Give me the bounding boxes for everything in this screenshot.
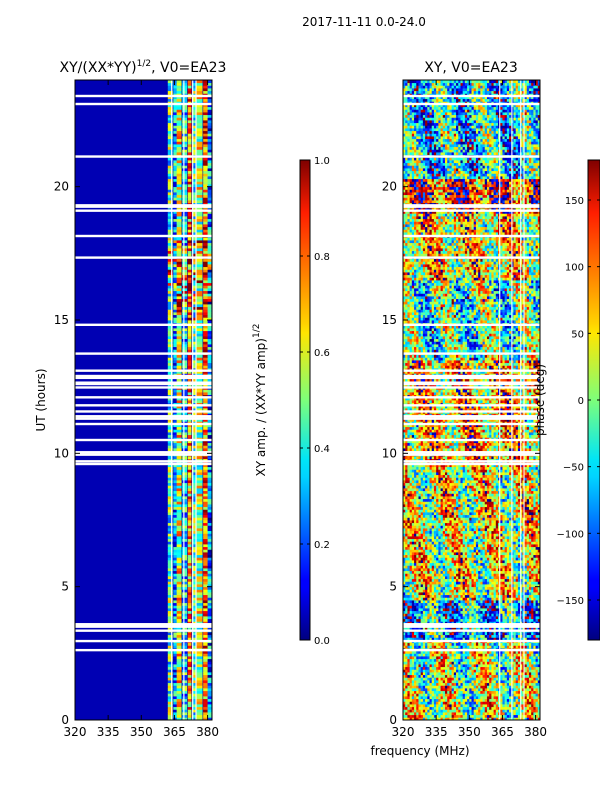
- colorbar-tick-label: −100: [557, 529, 584, 540]
- y-tick-label: 0: [389, 713, 397, 727]
- figure-title: 2017-11-11 0.0-24.0: [302, 15, 426, 29]
- frequency-axis-label: frequency (MHz): [370, 744, 469, 758]
- amplitude-heatmap: [75, 80, 212, 720]
- y-tick-label: 20: [382, 180, 397, 194]
- x-tick-label: 335: [97, 725, 120, 739]
- y-tick-label: 5: [389, 580, 397, 594]
- y-tick-label: 15: [382, 313, 397, 327]
- x-tick-label: 350: [130, 725, 153, 739]
- phase-panel-title: XY, V0=EA23: [424, 60, 518, 76]
- y-tick-label: 10: [382, 446, 397, 460]
- x-tick-label: 380: [524, 725, 547, 739]
- amplitude-panel: XY/(XX*YY)1/2, V0=EA23 320 335 350 365 380 0 5…: [34, 59, 226, 739]
- amplitude-y-axis-label: UT (hours): [34, 368, 48, 431]
- colorbar-tick-label: 0.0: [314, 636, 330, 647]
- colorbar-tick-label: 0: [578, 396, 584, 407]
- y-tick-label: 5: [61, 580, 69, 594]
- amplitude-colorbar-gradient: [299, 159, 311, 641]
- amplitude-colorbar-ticks: 0.0 0.2 0.4 0.6 0.8 1.0: [300, 156, 330, 647]
- x-tick-label: 380: [196, 725, 219, 739]
- colorbar-tick-label: 0.8: [314, 252, 330, 263]
- amplitude-plot-frame: [74, 79, 213, 721]
- colorbar-tick-label: 50: [571, 329, 584, 340]
- y-tick-label: 20: [54, 180, 69, 194]
- x-tick-label: 335: [425, 725, 448, 739]
- amplitude-axes: 320 335 350 365 380 0 5 10 15 20: [54, 80, 219, 739]
- phase-colorbar-label: phase (deg): [533, 364, 547, 436]
- phase-heatmap: [403, 80, 540, 720]
- amplitude-colorbar-label: XY amp. / (XX*YY amp)1/2: [252, 324, 268, 477]
- amplitude-panel-title: XY/(XX*YY)1/2, V0=EA23: [60, 59, 227, 76]
- colorbar-tick-label: 150: [565, 196, 584, 207]
- colorbar-tick-label: 0.6: [314, 348, 330, 359]
- phase-plot-frame: [402, 79, 541, 721]
- phase-colorbar: −150 −100 −50 0 50 100 150 phase (deg): [533, 159, 600, 641]
- colorbar-tick-label: −150: [557, 596, 584, 607]
- x-tick-label: 365: [163, 725, 186, 739]
- amplitude-colorbar: 0.0 0.2 0.4 0.6 0.8 1.0 XY amp. / (XX*YY amp)…: [252, 156, 330, 647]
- colorbar-tick-label: 1.0: [314, 156, 330, 167]
- x-tick-label: 350: [458, 725, 481, 739]
- y-tick-label: 0: [61, 713, 69, 727]
- colorbar-tick-label: 100: [565, 263, 584, 274]
- x-tick-label: 320: [392, 725, 415, 739]
- phase-panel: XY, V0=EA23 320 335 350 365 380 0 5 10 15 20 freq…: [370, 60, 547, 758]
- phase-axes: 320 335 350 365 380 0 5 10 15 20: [382, 80, 547, 739]
- colorbar-tick-label: 0.4: [314, 444, 330, 455]
- colorbar-tick-label: −50: [563, 463, 584, 474]
- y-tick-label: 15: [54, 313, 69, 327]
- x-tick-label: 365: [491, 725, 514, 739]
- x-tick-label: 320: [64, 725, 87, 739]
- y-tick-label: 10: [54, 446, 69, 460]
- colorbar-tick-label: 0.2: [314, 540, 330, 551]
